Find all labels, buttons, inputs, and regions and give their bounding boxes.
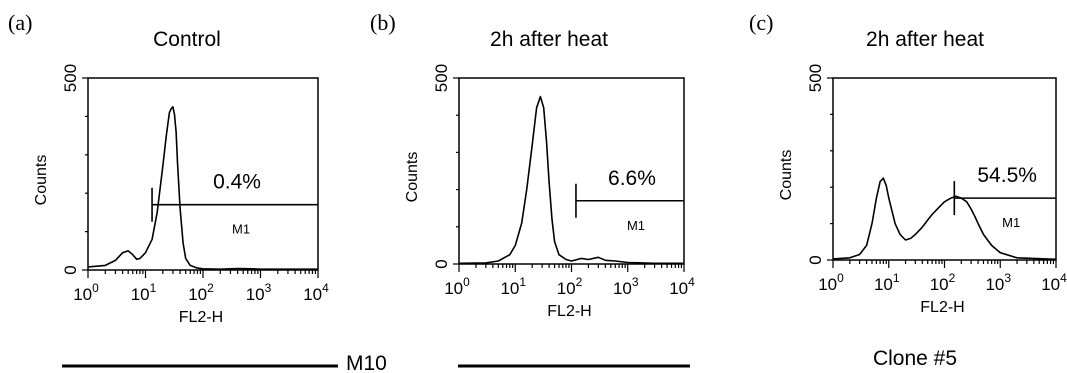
gate-label: M1 [1002,215,1020,230]
x-tick-label: 103 [246,281,272,304]
chart-panel-3: (c) 2h after heat 100 101 102 103 104 0 500 Count… [749,10,1067,316]
x-axis-label: FL2-H [179,309,223,326]
chart-title: Control [153,28,221,51]
x-tick-label: 100 [444,275,470,298]
histogram-line [87,106,318,270]
x-axis-label: FL2-H [547,303,591,320]
caption-clone: Clone #5 [873,347,957,370]
y-axis-label: Counts [404,152,421,203]
x-tick-label: 102 [557,275,583,298]
x-tick-label: 101 [131,281,157,304]
x-tick-label: 100 [818,271,844,294]
y-tick-label: 500 [806,64,825,92]
gate-label: M1 [627,218,645,233]
x-axis-label: FL2-H [920,299,964,316]
chart-panel-1: (a) Control 100 101 102 103 104 0 500 Counts FL2-H… [8,10,329,326]
panel-letter: (b) [370,10,396,35]
x-tick-label: 101 [500,275,526,298]
y-tick-label: 0 [61,265,80,274]
y-axis-label: Counts [33,155,50,206]
caption-m10: M10 [346,352,387,373]
x-tick-label: 102 [188,281,214,304]
x-tick-label: 103 [613,275,639,298]
x-tick-label: 104 [303,281,329,304]
y-tick-label: 0 [432,259,451,268]
panel-letter: (c) [749,10,773,35]
gate-percentage: 6.6% [608,167,656,190]
x-tick-label: 103 [985,271,1011,294]
gate-percentage: 54.5% [977,164,1037,187]
chart-panel-2: (b) 2h after heat 100 101 102 103 104 0 500 Count… [370,10,695,320]
x-tick-label: 101 [874,271,900,294]
chart-title: 2h after heat [866,28,984,51]
x-tick-label: 102 [930,271,956,294]
histogram-line [458,95,684,265]
y-axis-label: Counts [778,150,795,201]
x-tick-label: 104 [669,275,695,298]
x-tick-label: 104 [1041,271,1067,294]
y-tick-label: 0 [806,255,825,264]
x-tick-label: 100 [73,281,99,304]
panels: (a) Control 100 101 102 103 104 0 500 Counts FL2-H… [8,10,1067,326]
gate-label: M1 [232,222,250,237]
gate-percentage: 0.4% [213,171,261,194]
y-tick-label: 500 [432,64,451,92]
panel-letter: (a) [8,10,32,35]
plot-frame [87,77,319,271]
y-tick-label: 500 [61,64,80,92]
chart-title: 2h after heat [490,28,608,51]
histogram-line [832,177,1057,261]
